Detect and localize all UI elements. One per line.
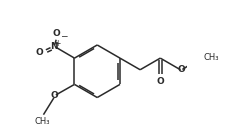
- Text: O: O: [51, 91, 59, 100]
- Text: O: O: [53, 29, 60, 38]
- Text: N: N: [50, 42, 58, 50]
- Text: −: −: [60, 31, 67, 40]
- Text: +: +: [55, 39, 61, 48]
- Text: CH₃: CH₃: [204, 53, 219, 62]
- Text: CH₃: CH₃: [35, 117, 50, 126]
- Text: O: O: [156, 77, 164, 86]
- Text: O: O: [177, 65, 185, 74]
- Text: O: O: [36, 48, 43, 57]
